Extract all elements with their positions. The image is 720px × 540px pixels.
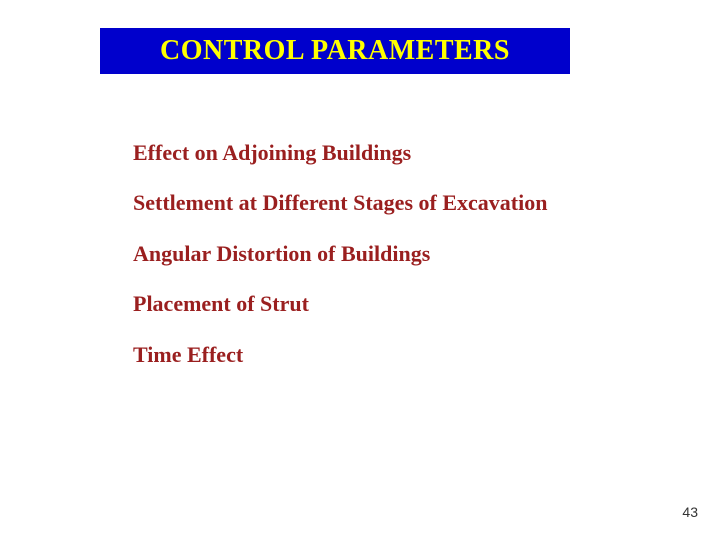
bullet-item: Angular Distortion of Buildings bbox=[133, 241, 603, 267]
title-banner: CONTROL PARAMETERS bbox=[100, 28, 570, 74]
bullet-item: Settlement at Different Stages of Excava… bbox=[133, 190, 603, 216]
slide-title: CONTROL PARAMETERS bbox=[160, 35, 510, 67]
bullet-item: Placement of Strut bbox=[133, 291, 603, 317]
page-number: 43 bbox=[682, 504, 698, 520]
bullet-item: Time Effect bbox=[133, 342, 603, 368]
bullet-list: Effect on Adjoining Buildings Settlement… bbox=[133, 140, 603, 392]
bullet-item: Effect on Adjoining Buildings bbox=[133, 140, 603, 166]
slide: CONTROL PARAMETERS Effect on Adjoining B… bbox=[0, 0, 720, 540]
